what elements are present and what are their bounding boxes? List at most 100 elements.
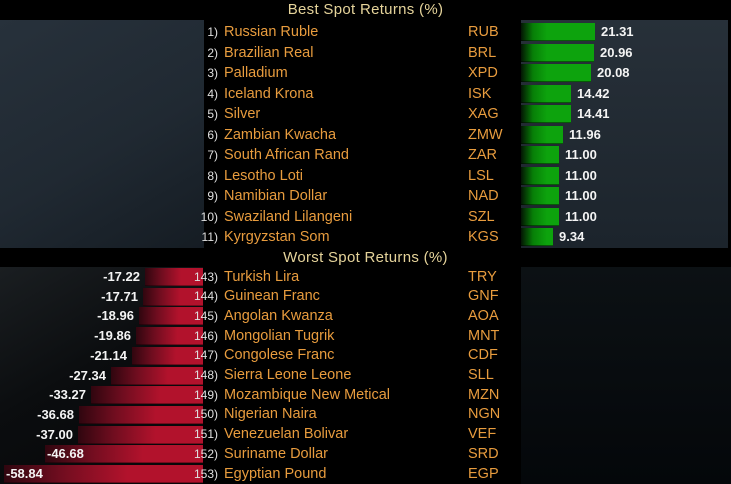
return-row-SZL[interactable]: 10) Swaziland Lilangeni SZL xyxy=(0,207,521,228)
return-row-ZMW[interactable]: 6) Zambian Kwacha ZMW xyxy=(0,125,521,146)
return-row-TRY[interactable]: 143) Turkish Lira TRY xyxy=(0,268,521,288)
return-row-BRL[interactable]: 2) Brazilian Real BRL xyxy=(0,43,521,64)
bar-value-label: 14.41 xyxy=(577,106,610,121)
row-ticker: EGP xyxy=(468,465,499,482)
row-ticker: MZN xyxy=(468,386,500,403)
row-ticker: CDF xyxy=(468,347,498,364)
return-row-ZAR[interactable]: 7) South African Rand ZAR xyxy=(0,145,521,166)
positive-bar-KGS xyxy=(521,228,553,246)
row-rank: 5) xyxy=(207,107,218,121)
row-currency-name: Zambian Kwacha xyxy=(224,126,337,143)
bar-value-label: 21.31 xyxy=(601,24,634,39)
row-currency-name: Swaziland Lilangeni xyxy=(224,208,353,225)
bar-value-label: 11.00 xyxy=(565,188,597,203)
bar-value-label: 11.00 xyxy=(565,147,597,162)
bar-value-label: -33.27 xyxy=(49,387,86,403)
bar-value-label: 11.00 xyxy=(565,208,597,224)
return-row-NAD[interactable]: 9) Namibian Dollar NAD xyxy=(0,186,521,207)
positive-bar-ZMW xyxy=(521,125,563,144)
row-ticker: KGS xyxy=(468,229,499,245)
row-currency-name: Nigerian Naira xyxy=(224,406,317,423)
return-row-MNT[interactable]: 146) Mongolian Tugrik MNT xyxy=(0,327,521,347)
row-ticker: BRL xyxy=(468,44,497,61)
row-currency-name: Iceland Krona xyxy=(224,85,314,102)
negative-bar-CDF xyxy=(132,346,203,365)
row-currency-name: Angolan Kwanza xyxy=(224,307,333,324)
return-row-GNF[interactable]: 144) Guinean Franc GNF xyxy=(0,287,521,307)
row-currency-name: Turkish Lira xyxy=(224,268,300,285)
negative-bar-VEF xyxy=(78,425,203,444)
row-currency-name: Suriname Dollar xyxy=(224,445,328,462)
return-row-VEF[interactable]: 151) Venezuelan Bolivar VEF xyxy=(0,425,521,445)
return-row-EGP[interactable]: 153) Egyptian Pound EGP xyxy=(0,465,521,484)
positive-bar-BRL xyxy=(521,43,594,62)
return-row-SLL[interactable]: 148) Sierra Leone Leone SLL xyxy=(0,366,521,386)
row-ticker: MNT xyxy=(468,327,500,344)
return-row-ISK[interactable]: 4) Iceland Krona ISK xyxy=(0,84,521,105)
row-currency-name: Namibian Dollar xyxy=(224,188,328,204)
return-row-MZN[interactable]: 149) Mozambique New Metical MZN xyxy=(0,386,521,406)
row-rank: 6) xyxy=(207,127,218,142)
worst-chart-right-panel xyxy=(521,267,731,484)
row-rank: 3) xyxy=(207,66,218,80)
positive-bar-LSL xyxy=(521,166,559,185)
row-rank: 147) xyxy=(193,348,218,363)
row-ticker: ISK xyxy=(468,85,492,102)
return-row-CDF[interactable]: 147) Congolese Franc CDF xyxy=(0,346,521,366)
positive-bar-XAG xyxy=(521,105,571,123)
row-currency-name: South African Rand xyxy=(224,147,349,163)
row-rank: 7) xyxy=(207,148,218,162)
row-currency-name: Venezuelan Bolivar xyxy=(224,426,349,443)
bar-value-label: -17.22 xyxy=(103,269,140,284)
positive-bar-XPD xyxy=(521,64,591,82)
row-currency-name: Sierra Leone Leone xyxy=(224,367,352,383)
return-row-XPD[interactable]: 3) Palladium XPD xyxy=(0,63,521,84)
best-returns-title: Best Spot Returns (%) xyxy=(287,1,444,18)
row-rank: 10) xyxy=(200,209,218,224)
row-ticker: XAG xyxy=(468,106,499,122)
return-row-LSL[interactable]: 8) Lesotho Loti LSL xyxy=(0,166,521,187)
bar-value-label: 11.00 xyxy=(565,167,597,183)
return-row-AOA[interactable]: 145) Angolan Kwanza AOA xyxy=(0,307,521,327)
row-rank: 145) xyxy=(193,308,218,323)
bar-value-label: 9.34 xyxy=(559,229,585,244)
return-row-KGS[interactable]: 11) Kyrgyzstan Som KGS xyxy=(0,227,521,248)
row-rank: 1) xyxy=(207,25,218,39)
bar-value-label: -19.86 xyxy=(94,328,131,344)
return-row-SRD[interactable]: 152) Suriname Dollar SRD xyxy=(0,445,521,465)
row-currency-name: Russian Ruble xyxy=(224,24,319,40)
negative-bar-GNF xyxy=(143,287,203,306)
row-currency-name: Silver xyxy=(224,106,261,122)
row-ticker: NAD xyxy=(468,188,499,204)
bar-value-label: 11.96 xyxy=(569,126,601,142)
row-ticker: LSL xyxy=(468,167,494,184)
row-currency-name: Guinean Franc xyxy=(224,288,320,305)
positive-bar-ISK xyxy=(521,84,571,103)
negative-bar-SRD xyxy=(45,445,203,464)
bar-value-label: -58.84 xyxy=(6,466,43,481)
negative-bar-AOA xyxy=(139,307,203,326)
row-rank: 143) xyxy=(193,269,218,284)
negative-bar-MNT xyxy=(136,327,203,346)
bar-value-label: -46.68 xyxy=(47,446,84,462)
row-currency-name: Kyrgyzstan Som xyxy=(224,229,330,245)
positive-bar-NAD xyxy=(521,187,559,205)
return-row-XAG[interactable]: 5) Silver XAG xyxy=(0,104,521,125)
row-rank: 144) xyxy=(193,289,218,304)
bar-value-label: 14.42 xyxy=(577,85,610,101)
row-rank: 152) xyxy=(193,446,218,461)
best-chart-bar-panel: 21.31 20.96 20.08 14.42 14.41 11.96 11.00 11.00… xyxy=(521,20,731,248)
positive-bar-RUB xyxy=(521,23,595,41)
row-rank: 146) xyxy=(193,328,218,343)
negative-bar-MZN xyxy=(91,386,203,405)
row-rank: 153) xyxy=(193,466,218,481)
row-rank: 2) xyxy=(207,45,218,60)
row-rank: 4) xyxy=(207,86,218,101)
row-rank: 11) xyxy=(201,230,218,244)
negative-bar-EGP xyxy=(4,465,203,483)
row-currency-name: Mozambique New Metical xyxy=(224,386,391,403)
return-row-RUB[interactable]: 1) Russian Ruble RUB xyxy=(0,22,521,43)
best-chart-left-panel xyxy=(0,20,206,248)
row-rank: 148) xyxy=(193,368,218,382)
return-row-NGN[interactable]: 150) Nigerian Naira NGN xyxy=(0,405,521,425)
